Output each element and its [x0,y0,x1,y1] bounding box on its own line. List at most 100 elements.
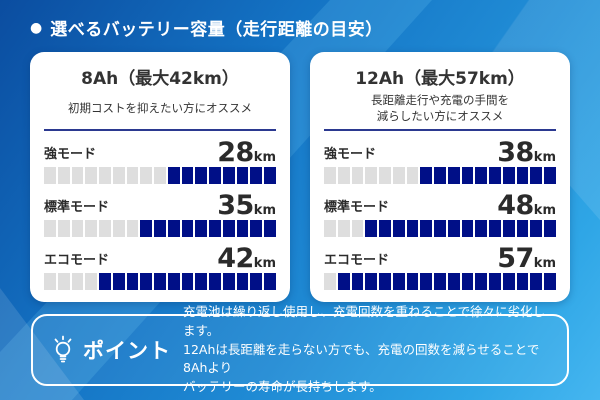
bullet-icon: ● [30,19,43,36]
bar-segment-empty [85,167,98,184]
mode-unit: km [533,149,556,165]
bar-segment-filled [447,167,460,184]
mode-value: 38km [497,136,556,168]
bar-segment-empty [71,220,84,237]
bar-segment-filled [447,220,460,237]
point-text-line: 12Ahは長距離を走らない方でも、充電の回数を減らせることで8Ahより [183,341,540,376]
bar-segment-filled [530,273,543,290]
bar-segment-filled [236,273,249,290]
bar-segment-filled [195,220,208,237]
mode-label: エコモード [324,253,390,268]
bar-segment-filled [530,167,543,184]
bar-segment-empty [379,167,391,184]
bar-segment-filled [544,220,557,237]
mode-value: 57km [497,242,556,274]
bar-segment-empty [324,220,336,237]
bar-segment-empty [406,167,419,184]
bar-segment-filled [195,273,208,290]
mode-value: 48km [497,189,556,221]
bar-segment-empty [324,273,336,290]
bar-segment-filled [544,273,557,290]
bar-segment-filled [209,273,221,290]
bar-segment-filled [99,273,111,290]
bar-segment-filled [236,220,249,237]
mode-row-strong: 強モード 28km [44,139,277,184]
card-title: 8Ah（最大42km） [81,69,239,89]
mode-unit: km [253,202,276,218]
bar-segment-filled [447,273,460,290]
bar-segment-filled [502,220,515,237]
bar-segment-filled [222,167,235,184]
bar-segment-empty [57,220,70,237]
bar-segment-filled [420,167,433,184]
point-callout: ポイント 充電池は繰り返し使用し、充電回数を重ねることで徐々に劣化します。 12… [31,304,569,394]
bar-segment-filled [167,220,180,237]
divider [324,129,556,131]
mode-unit: km [253,255,276,271]
mode-unit: km [253,149,276,165]
card-8ah: 8Ah（最大42km） 初期コストを抑えたい方にオススメ 強モード 28km 標… [30,52,290,302]
bar-segment-filled [475,167,488,184]
bar-segment-filled [181,167,194,184]
bar-segment-empty [44,220,56,237]
bar-segment-filled [406,220,419,237]
bar-segment-filled [544,167,557,184]
bar-segment-empty [99,167,111,184]
bar-segment-filled [434,220,446,237]
bar-segment-empty [57,167,70,184]
segment-bar [324,273,557,290]
bar-segment-empty [351,167,364,184]
bar-segment-filled [502,273,515,290]
bar-segment-filled [209,220,221,237]
point-label: ポイント [83,339,171,363]
bar-segment-filled [140,273,153,290]
segment-bar [324,167,557,184]
mode-label: 標準モード [324,200,390,215]
card-title: 12Ah（最大57km） [355,69,525,89]
bar-segment-filled [516,167,529,184]
mode-label: エコモード [44,253,110,268]
subtitle-line: 初期コストを抑えたい方にオススメ [68,100,252,115]
bar-segment-filled [530,220,543,237]
bar-segment-empty [365,167,378,184]
bar-segment-filled [236,167,249,184]
bar-segment-filled [461,220,474,237]
bar-segment-empty [392,167,405,184]
point-text-line: 充電池は繰り返し使用し、充電回数を重ねることで徐々に劣化します。 [183,304,546,338]
mode-value: 35km [217,189,276,221]
bar-segment-filled [195,167,208,184]
bar-segment-filled [392,273,405,290]
card-12ah: 12Ah（最大57km） 長距離走行や充電の手間を 減らしたい方にオススメ 強モ… [310,52,570,302]
bar-segment-filled [112,273,125,290]
bar-segment-filled [222,273,235,290]
bar-segment-empty [85,273,98,290]
bar-segment-empty [140,167,153,184]
lightbulb-icon [54,335,72,363]
bar-segment-empty [71,167,84,184]
point-text: 充電池は繰り返し使用し、充電回数を重ねることで徐々に劣化します。 12Ahは長距… [183,303,567,397]
segment-bar [44,273,277,290]
bar-segment-filled [365,220,378,237]
mode-row-strong: 強モード 38km [324,136,557,184]
bar-segment-filled [516,273,529,290]
bar-segment-empty [126,220,139,237]
bar-segment-filled [126,273,139,290]
bar-segment-filled [181,273,194,290]
bar-segment-filled [140,220,153,237]
bar-segment-empty [112,220,125,237]
bar-segment-empty [337,220,350,237]
mode-label: 標準モード [44,200,110,215]
segment-bar [44,167,277,184]
bar-segment-empty [351,220,364,237]
bar-segment-filled [365,273,378,290]
bar-segment-filled [250,273,263,290]
card-subtitle: 初期コストを抑えたい方にオススメ [44,89,276,127]
bar-segment-filled [154,273,166,290]
bar-segment-filled [434,167,446,184]
bar-segment-filled [420,220,433,237]
mode-row-standard: 標準モード 35km [44,189,277,237]
bar-segment-empty [337,167,350,184]
segment-bar [44,220,277,237]
page-title: 選べるバッテリー容量（走行距離の目安） [50,20,383,40]
